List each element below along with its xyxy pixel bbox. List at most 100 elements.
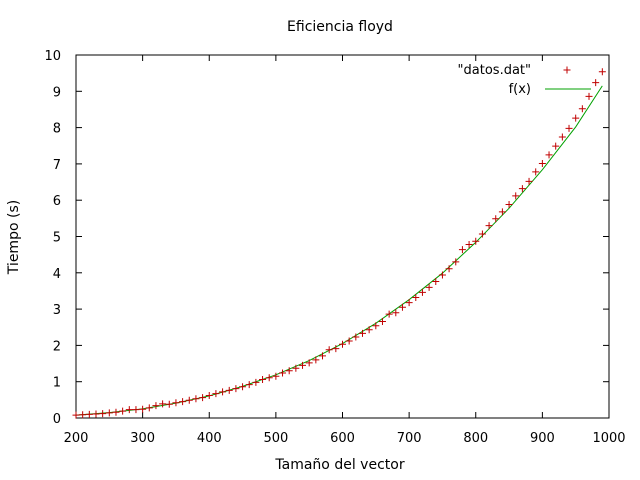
y-tick-label: 4 [53, 267, 61, 282]
legend-label-fit: f(x) [509, 82, 531, 97]
data-point [92, 410, 100, 418]
x-axis-ticks: 200 300 400 500 600 700 800 900 1000 [64, 55, 626, 446]
y-tick-label: 9 [53, 85, 61, 100]
data-point [572, 114, 580, 122]
data-point [485, 222, 493, 230]
plot-area-border [75, 54, 610, 419]
data-point [532, 168, 540, 176]
x-tick-label: 900 [530, 431, 555, 446]
data-point [452, 258, 460, 266]
data-point [592, 79, 600, 87]
data-point [585, 92, 593, 100]
data-point [265, 374, 273, 382]
data-point [159, 400, 167, 408]
data-point [305, 359, 313, 367]
data-point [252, 378, 260, 386]
data-point [179, 398, 187, 406]
data-point [465, 240, 473, 248]
data-point [85, 410, 93, 418]
data-point [492, 215, 500, 223]
data-point [239, 383, 247, 391]
data-point [372, 322, 380, 330]
y-axis-ticks: 0 1 2 3 4 5 6 7 8 9 10 [44, 49, 609, 427]
x-tick-label: 300 [130, 431, 155, 446]
data-point [219, 388, 227, 396]
data-point [352, 333, 360, 341]
data-point [79, 411, 87, 419]
data-point [299, 361, 307, 369]
data-point [119, 407, 127, 415]
data-point [319, 352, 327, 360]
x-tick-label: 200 [64, 431, 89, 446]
x-tick-label: 600 [330, 431, 355, 446]
y-tick-label: 10 [44, 49, 61, 64]
data-point [378, 317, 386, 325]
fit-line [75, 85, 603, 416]
x-tick-label: 400 [197, 431, 222, 446]
data-point [525, 177, 533, 185]
chart-title: Eficiencia floyd [287, 19, 393, 35]
data-point [392, 309, 400, 317]
x-tick-label: 800 [463, 431, 488, 446]
data-point [112, 408, 120, 416]
fit-series [75, 85, 603, 416]
data-point [225, 386, 233, 394]
x-axis-label: Tamaño del vector [274, 457, 404, 473]
data-point [472, 237, 480, 245]
data-point [312, 356, 320, 364]
data-point [538, 160, 546, 168]
data-point [398, 303, 406, 311]
data-point [425, 283, 433, 291]
data-point [139, 405, 147, 413]
data-point [132, 406, 140, 414]
data-point [438, 271, 446, 279]
legend-label-data: "datos.dat" [458, 63, 531, 78]
data-point [165, 400, 173, 408]
data-point [145, 404, 153, 412]
data-point [205, 391, 213, 399]
data-point [458, 246, 466, 254]
data-point [345, 337, 353, 345]
data-point [432, 278, 440, 286]
data-point [358, 329, 366, 337]
x-tick-label: 1000 [592, 431, 625, 446]
data-point [245, 381, 253, 389]
data-point [498, 208, 506, 216]
data-point [385, 310, 393, 318]
y-tick-label: 1 [53, 376, 61, 391]
data-point [339, 340, 346, 348]
y-tick-label: 6 [53, 194, 61, 209]
data-point [172, 399, 180, 407]
legend-marker-data [563, 66, 571, 74]
data-point [285, 367, 293, 375]
data-point [412, 293, 420, 301]
data-point [332, 345, 340, 353]
data-point [545, 151, 553, 159]
data-point [478, 230, 486, 238]
data-point [272, 372, 280, 380]
data-point [598, 68, 606, 76]
y-tick-label: 0 [53, 412, 61, 427]
data-point [99, 410, 107, 418]
data-point [212, 390, 220, 398]
y-tick-label: 8 [53, 122, 61, 137]
data-point [259, 376, 267, 384]
data-point [232, 385, 240, 393]
legend: "datos.dat" f(x) [458, 63, 591, 97]
y-tick-label: 5 [53, 231, 61, 246]
data-point [418, 288, 426, 296]
y-tick-label: 3 [53, 303, 61, 318]
data-point [125, 406, 133, 414]
legend-marker-plus [563, 66, 571, 74]
data-point [552, 142, 560, 150]
data-point [152, 402, 160, 410]
data-point [445, 265, 453, 273]
data-point [325, 346, 333, 354]
x-tick-label: 700 [397, 431, 422, 446]
data-series [72, 68, 606, 419]
data-point [405, 299, 413, 307]
data-point [72, 411, 80, 419]
data-point [185, 396, 193, 404]
data-point [192, 395, 200, 403]
